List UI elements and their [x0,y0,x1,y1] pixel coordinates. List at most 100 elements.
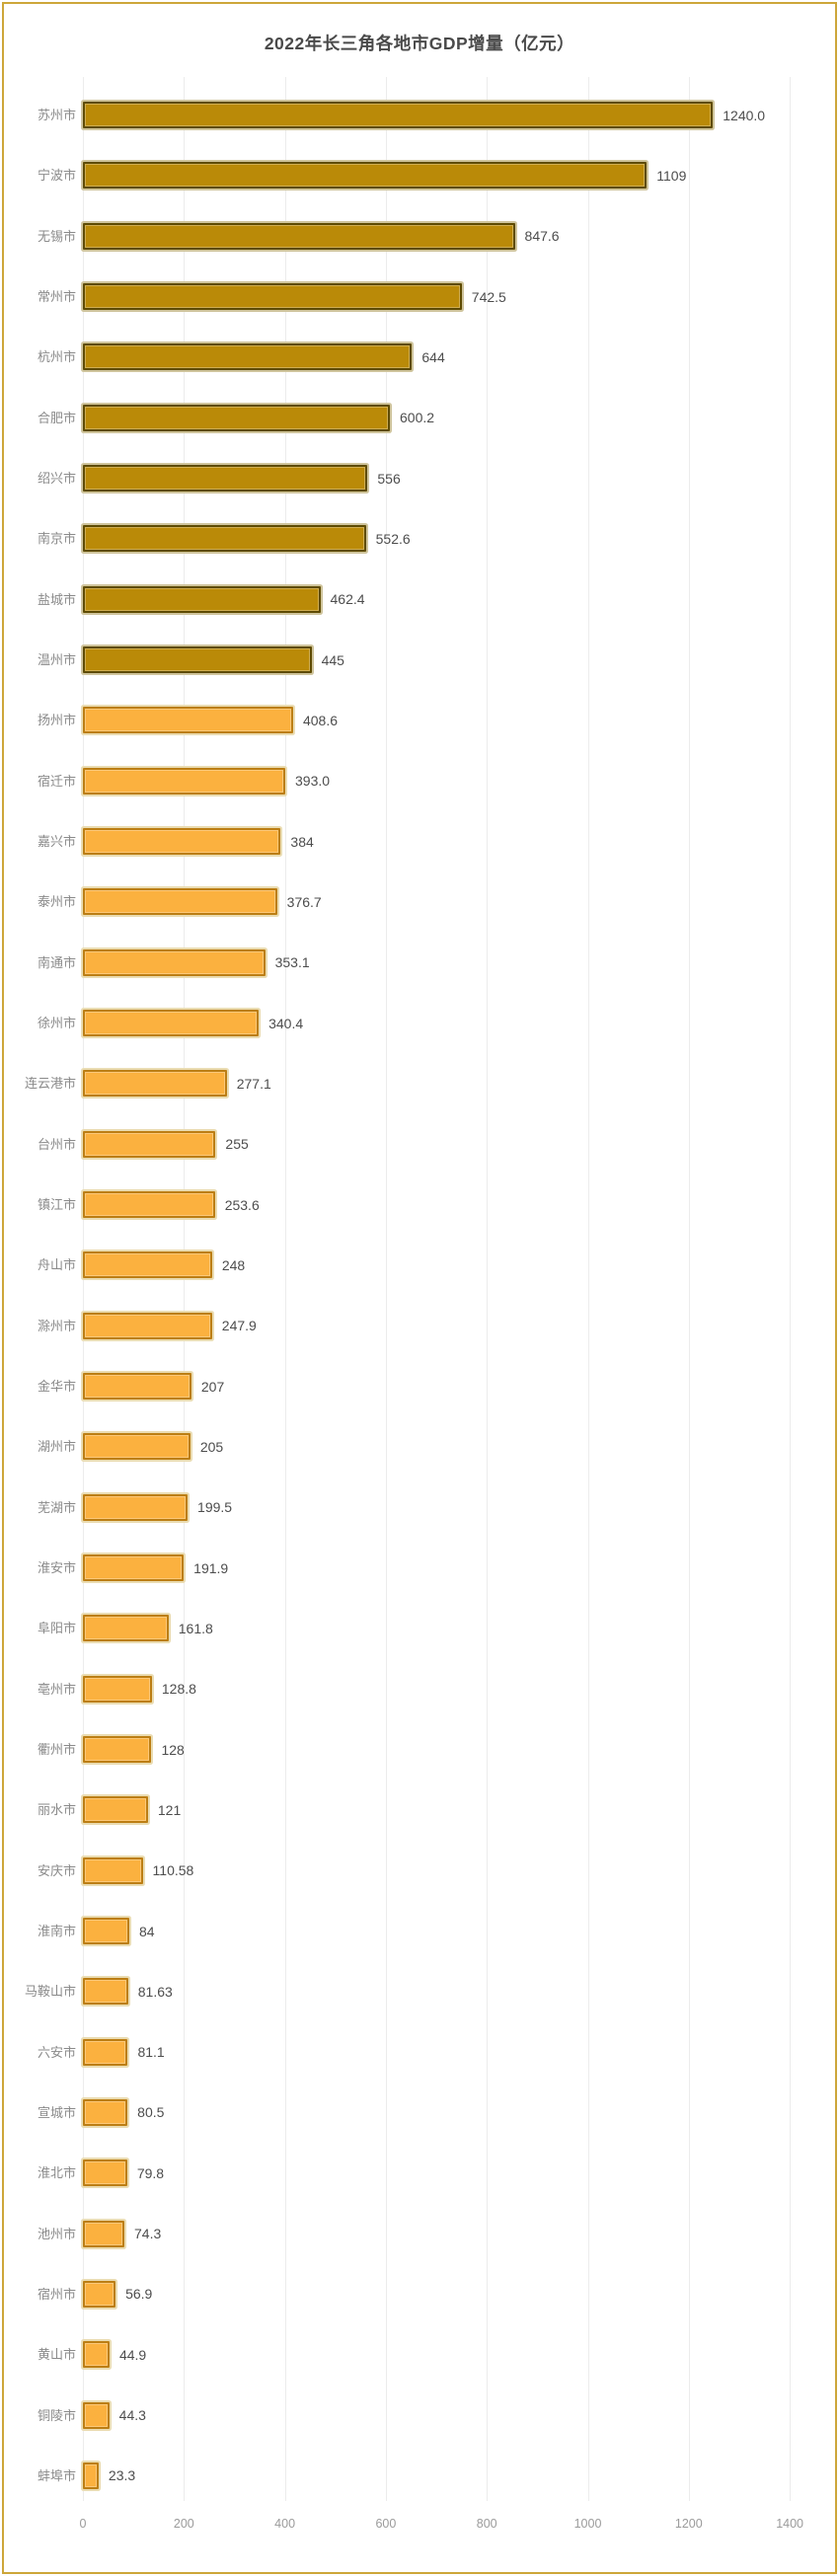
plot-area: 苏州市 1240.0 宁波市 1109 无锡市 847.6 常州市 742.5 杭州市 644 合肥… [0,77,839,2530]
bar[interactable] [83,1796,148,1824]
bars-container: 苏州市 1240.0 宁波市 1109 无锡市 847.6 常州市 742.5 杭州市 644 合肥… [0,85,839,2506]
category-label: 金华市 [37,1379,76,1395]
value-label: 81.1 [137,2044,165,2061]
category-label: 宿迁市 [37,773,76,789]
value-label: 255 [225,1136,249,1153]
category-label: 衢州市 [37,1742,76,1758]
category-label: 淮南市 [37,1924,76,1938]
bar[interactable] [83,1978,128,2006]
value-label: 128 [161,1741,185,1758]
gridline [385,77,387,2501]
bar[interactable] [83,2159,127,2187]
bar[interactable] [83,1675,152,1703]
bar-row: 淮南市 84 [0,1901,839,1961]
category-label: 南京市 [37,531,76,547]
bar-row: 黄山市 44.9 [0,2324,839,2385]
value-label: 644 [421,348,445,365]
bar[interactable] [83,828,281,856]
bar-row: 宣城市 80.5 [0,2083,839,2143]
category-label: 泰州市 [37,894,76,910]
category-label: 合肥市 [37,410,76,425]
gridline [83,77,84,2501]
category-label: 淮北市 [37,2165,76,2181]
bar-row: 苏州市 1240.0 [0,85,839,145]
bar-row: 淮安市 191.9 [0,1538,839,1598]
category-label: 池州市 [37,2226,76,2241]
bar[interactable] [83,465,368,492]
value-label: 393.0 [295,773,331,790]
value-label: 847.6 [524,228,560,245]
x-tick-label: 1200 [674,2517,703,2531]
category-label: 盐城市 [37,591,76,607]
category-label: 南通市 [37,954,76,970]
value-label: 84 [138,1923,155,1939]
bar-row: 温州市 445 [0,630,839,690]
bar[interactable] [83,888,277,916]
bar-row: 阜阳市 161.8 [0,1598,839,1658]
bar-row: 宿州市 56.9 [0,2264,839,2324]
bar-row: 淮北市 79.8 [0,2143,839,2203]
bar[interactable] [83,646,312,674]
value-label: 207 [200,1378,225,1395]
value-label: 353.1 [274,954,310,971]
bar[interactable] [83,525,366,553]
category-label: 嘉兴市 [37,834,76,850]
bar[interactable] [83,2038,128,2066]
bar[interactable] [83,2280,116,2308]
bar[interactable] [83,283,462,311]
x-tick-label: 400 [274,2517,296,2531]
value-label: 600.2 [400,410,435,426]
bar[interactable] [83,222,515,250]
category-label: 湖州市 [37,1439,76,1455]
category-label: 马鞍山市 [24,1984,76,2000]
bar[interactable] [83,585,321,613]
bar[interactable] [83,1554,185,1582]
category-label: 铜陵市 [37,2407,76,2423]
bar[interactable] [83,1856,143,1884]
bar-row: 池州市 74.3 [0,2203,839,2263]
bar[interactable] [83,2220,124,2247]
bar[interactable] [83,1191,215,1219]
bar[interactable] [83,2098,128,2126]
category-label: 淮安市 [37,1560,76,1576]
bar[interactable] [83,343,413,371]
bar-row: 镇江市 253.6 [0,1174,839,1235]
bar[interactable] [83,404,390,431]
bar[interactable] [83,767,286,795]
category-label: 绍兴市 [37,471,76,487]
bar[interactable] [83,1433,191,1461]
bar[interactable] [83,1010,260,1037]
bar[interactable] [83,1070,227,1098]
bar[interactable] [83,102,714,129]
bar[interactable] [83,1493,189,1521]
bar-row: 南京市 552.6 [0,508,839,568]
bar[interactable] [83,1373,191,1401]
x-tick-label: 800 [476,2517,497,2531]
value-label: 56.9 [125,2286,153,2303]
category-label: 宿州市 [37,2286,76,2302]
value-label: 81.63 [137,1983,173,2000]
bar[interactable] [83,1312,212,1339]
category-label: 无锡市 [37,228,76,244]
gridline [487,77,489,2501]
bar[interactable] [83,948,266,976]
category-label: 镇江市 [37,1197,76,1213]
value-label: 277.1 [236,1075,271,1092]
bar[interactable] [83,1615,169,1642]
category-label: 杭州市 [37,349,76,365]
value-label: 253.6 [224,1196,260,1213]
bar[interactable] [83,1736,152,1764]
bar-row: 绍兴市 556 [0,448,839,508]
value-label: 247.9 [221,1318,257,1334]
bar-row: 泰州市 376.7 [0,871,839,932]
bar[interactable] [83,162,648,189]
category-label: 宣城市 [37,2104,76,2120]
bar[interactable] [83,2462,99,2489]
bar[interactable] [83,2401,110,2429]
bar[interactable] [83,1251,212,1279]
bar[interactable] [83,2341,110,2369]
bar[interactable] [83,1918,129,1944]
bar[interactable] [83,1130,216,1158]
bar[interactable] [83,707,293,734]
value-label: 121 [157,1801,182,1818]
